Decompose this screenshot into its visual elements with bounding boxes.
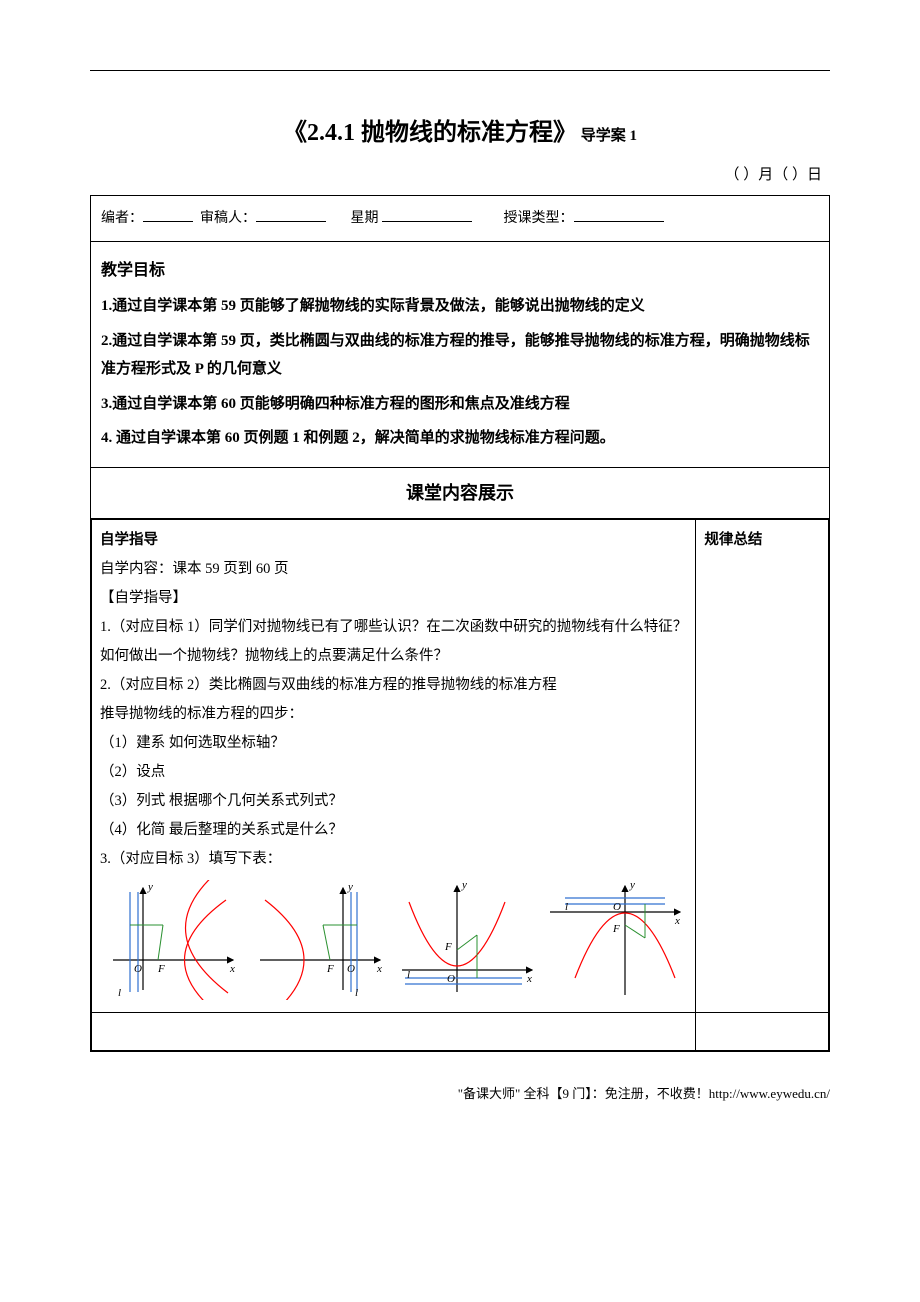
svg-text:F: F [612, 923, 620, 935]
study-q2: 2.（对应目标 2）类比椭圆与双曲线的标准方程的推导抛物线的标准方程 [100, 671, 687, 700]
svg-text:l: l [118, 987, 121, 999]
study-right: 规律总结 [696, 519, 829, 1012]
goal-2: 2.通过自学课本第 59 页，类比椭圆与双曲线的标准方程的推导，能够推导抛物线的… [101, 327, 819, 384]
svg-text:x: x [674, 915, 680, 927]
goals-cell: 教学目标 1.通过自学课本第 59 页能够了解抛物线的实际背景及做法，能够说出抛… [91, 241, 830, 467]
footer-text: "备课大师" 全科【9 门】：免注册，不收费！http://www.eywedu… [90, 1082, 830, 1107]
svg-text:F: F [157, 963, 165, 975]
type-label: 授课类型： [504, 211, 574, 226]
svg-text:y: y [147, 881, 153, 893]
study-step-3: （3）列式 根据哪个几何关系式列式？ [100, 787, 687, 816]
blank-right [696, 1012, 829, 1050]
svg-text:x: x [376, 963, 382, 975]
svg-text:l: l [407, 969, 410, 981]
date-line: （ ）月（ ）日 [90, 161, 830, 190]
svg-text:l: l [355, 987, 358, 999]
type-blank [574, 208, 664, 222]
svg-text:y: y [629, 880, 635, 891]
chart-left-open: y x O F l [249, 880, 390, 1000]
study-left-head: 自学指导 [100, 526, 687, 555]
title-sub: 导学案 1 [581, 128, 637, 144]
study-right-head: 规律总结 [704, 526, 820, 555]
top-rule [90, 70, 830, 71]
meta-cell: 编者： 审稿人： 星期 授课类型： [91, 196, 830, 242]
study-step-2: （2）设点 [100, 758, 687, 787]
title-main: 《2.4.1 抛物线的标准方程》 [283, 120, 577, 146]
study-step-1: （1）建系 如何选取坐标轴？ [100, 729, 687, 758]
goals-heading: 教学目标 [101, 256, 819, 286]
svg-text:y: y [461, 880, 467, 891]
charts-row: y x O F l [100, 874, 687, 1006]
svg-text:l: l [565, 901, 568, 913]
study-step-4: （4）化简 最后整理的关系式是什么？ [100, 816, 687, 845]
svg-text:F: F [444, 941, 452, 953]
study-q3: 3.（对应目标 3）填写下表： [100, 845, 687, 874]
reviewer-label: 审稿人： [200, 211, 256, 226]
svg-text:O: O [447, 973, 455, 985]
goal-4: 4. 通过自学课本第 60 页例题 1 和例题 2，解决简单的求抛物线标准方程问… [101, 424, 819, 453]
svg-text:O: O [347, 963, 355, 975]
meta-line: 编者： 审稿人： 星期 授课类型： [101, 211, 664, 226]
study-left: 自学指导 自学内容：课本 59 页到 60 页 【自学指导】 1.（对应目标 1… [92, 519, 696, 1012]
author-blank [143, 208, 193, 222]
banner-cell: 课堂内容展示 [91, 467, 830, 518]
study-q1: 1.（对应目标 1）同学们对抛物线已有了哪些认识？在二次函数中研究的抛物线有什么… [100, 613, 687, 671]
chart-right-open: y x O F l [102, 880, 243, 1000]
svg-text:y: y [347, 881, 353, 893]
blank-left [92, 1012, 696, 1050]
week-label: 星期 [351, 211, 379, 226]
reviewer-blank [256, 208, 326, 222]
goal-3: 3.通过自学课本第 60 页能够明确四种标准方程的图形和焦点及准线方程 [101, 390, 819, 419]
title-row: 《2.4.1 抛物线的标准方程》 导学案 1 [90, 111, 830, 157]
goal-1: 1.通过自学课本第 59 页能够了解抛物线的实际背景及做法，能够说出抛物线的定义 [101, 292, 819, 321]
study-steps-head: 推导抛物线的标准方程的四步： [100, 700, 687, 729]
svg-text:O: O [613, 901, 621, 913]
svg-text:x: x [229, 963, 235, 975]
chart-up-open: y x O F l [397, 880, 538, 1000]
study-content-line: 自学内容：课本 59 页到 60 页 [100, 555, 687, 584]
week-blank [382, 208, 472, 222]
author-label: 编者： [101, 211, 143, 226]
study-guide-head: 【自学指导】 [100, 584, 687, 613]
svg-text:F: F [326, 963, 334, 975]
svg-text:x: x [526, 973, 532, 985]
main-table: 编者： 审稿人： 星期 授课类型： 教学目标 1.通过自学课本第 59 页能够了… [90, 195, 830, 1052]
study-table: 自学指导 自学内容：课本 59 页到 60 页 【自学指导】 1.（对应目标 1… [91, 519, 829, 1051]
study-cell: 自学指导 自学内容：课本 59 页到 60 页 【自学指导】 1.（对应目标 1… [91, 518, 830, 1051]
svg-text:O: O [134, 963, 142, 975]
chart-down-open: y x O F l [544, 880, 685, 1000]
